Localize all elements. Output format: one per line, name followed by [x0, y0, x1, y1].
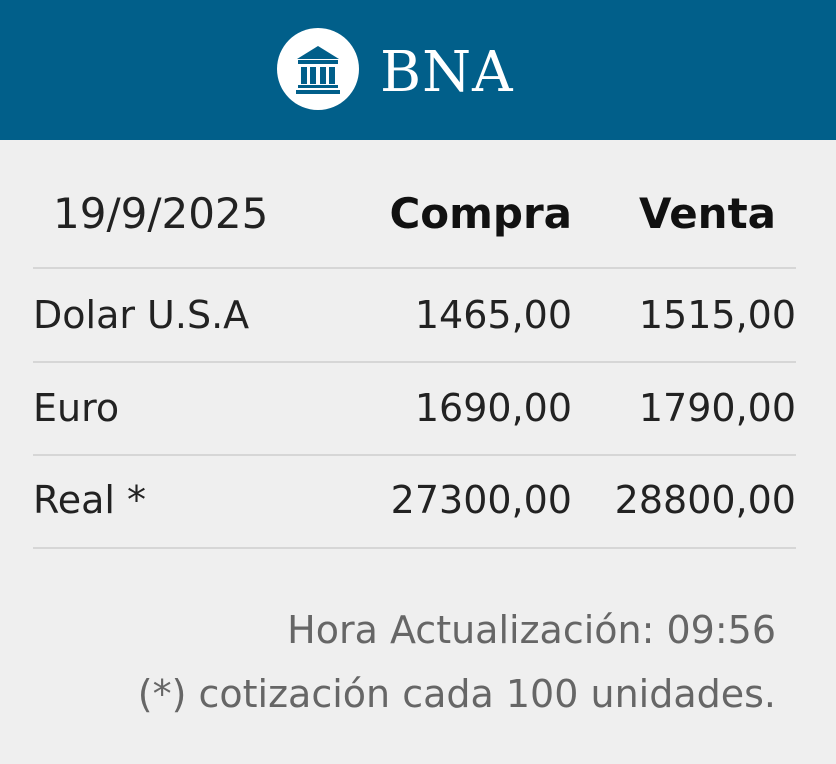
buy-rate: 27300,00: [390, 478, 572, 522]
divider: [33, 454, 796, 456]
currency-name: Euro: [33, 386, 120, 430]
currency-name: Dolar U.S.A: [33, 293, 250, 337]
table-header: 19/9/2025 Compra Venta: [33, 168, 796, 260]
brand-name: BNA: [380, 40, 514, 105]
bank-building-icon: [277, 28, 359, 110]
column-venta: Venta: [638, 189, 776, 238]
sell-rate: 1515,00: [638, 293, 796, 337]
divider: [33, 361, 796, 363]
header: BNA: [0, 0, 836, 140]
footnote: (*) cotización cada 100 unidades.: [137, 672, 776, 716]
buy-rate: 1690,00: [414, 386, 572, 430]
column-compra: Compra: [389, 189, 572, 238]
divider: [33, 547, 796, 549]
buy-rate: 1465,00: [414, 293, 572, 337]
table-row: Dolar U.S.A 1465,00 1515,00: [33, 269, 796, 361]
update-time: Hora Actualización: 09:56: [287, 608, 776, 652]
sell-rate: 28800,00: [614, 478, 796, 522]
sell-rate: 1790,00: [638, 386, 796, 430]
table-row: Euro 1690,00 1790,00: [33, 362, 796, 454]
divider: [33, 267, 796, 269]
date: 19/9/2025: [53, 189, 269, 238]
table-row: Real * 27300,00 28800,00: [33, 454, 796, 546]
currency-name: Real *: [33, 478, 146, 522]
